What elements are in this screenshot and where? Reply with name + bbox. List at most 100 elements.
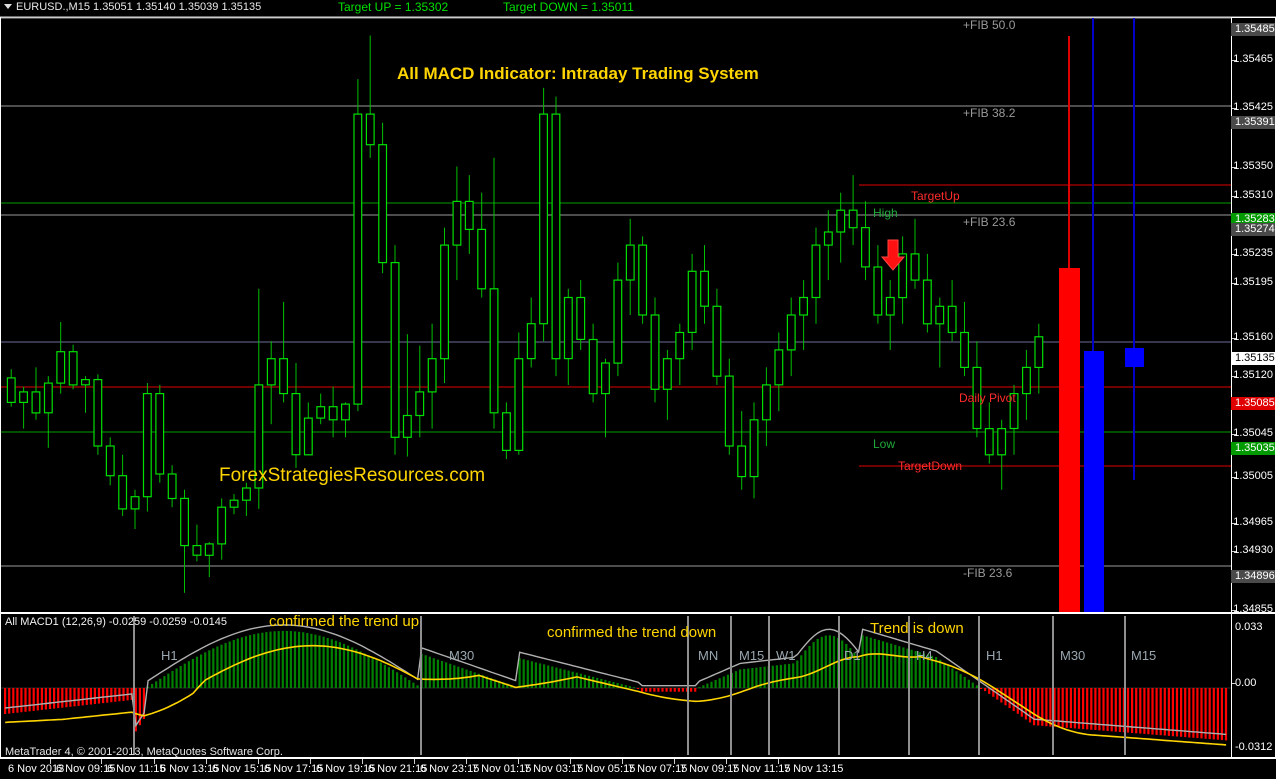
symbol-ohlc-label: EURUSD.,M15 1.35051 1.35140 1.35039 1.35…: [16, 1, 262, 13]
price-tick-label: 1.35160: [1233, 331, 1273, 343]
time-tick-label: 6 Nov 19:15: [316, 763, 376, 775]
price-tick-label: 1.35045: [1233, 427, 1273, 439]
axis-notch: [466, 759, 467, 764]
axis-notch: [154, 759, 155, 764]
indicator-tick-label: 0.033: [1235, 621, 1263, 633]
fib-level-label: -FIB 23.6: [963, 566, 1013, 580]
axis-tick-mark: [1232, 196, 1236, 197]
fib-level-label: +FIB 23.6: [963, 215, 1016, 229]
time-tick-label: 6 Nov 15:15: [212, 763, 272, 775]
price-tick-label: 1.35120: [1233, 369, 1273, 381]
price-highlight-label: 1.35485: [1231, 23, 1275, 36]
price-highlight-label: 1.35274: [1231, 223, 1275, 236]
timeframe-marker-label: H4: [916, 648, 933, 663]
time-tick-label: 6 Nov 09:15: [56, 763, 116, 775]
axis-tick-mark: [1232, 338, 1236, 339]
price-axis[interactable]: 1.35465 1.35425 1.35350 1.35310 1.35235 1.351…: [1231, 17, 1276, 615]
price-tick-label: 1.35425: [1233, 101, 1273, 113]
axis-notch: [518, 759, 519, 764]
time-axis[interactable]: 6 Nov 2013 6 Nov 09:15 6 Nov 11:15 6 Nov 13…: [0, 758, 1276, 779]
timeframe-separators: [133, 616, 1126, 755]
trend-annotation-label: confirmed the trend down: [547, 624, 717, 641]
axis-tick-mark: [1232, 376, 1236, 377]
trend-annotation-label: confirmed the trend up: [269, 613, 420, 630]
axis-tick-mark: [1232, 283, 1236, 284]
trend-annotation-label: Trend is down: [870, 620, 964, 637]
axis-notch: [362, 759, 363, 764]
axis-tick-mark: [1232, 683, 1236, 684]
price-tick-label: 1.35350: [1233, 160, 1273, 172]
projection-bars: [1059, 18, 1144, 612]
time-tick-label: 6 Nov 13:15: [160, 763, 220, 775]
axis-tick-mark: [1232, 551, 1236, 552]
price-highlight-label: 1.35135: [1231, 352, 1275, 365]
axis-notch: [622, 759, 623, 764]
indicator-axis[interactable]: 0.033 0.00 -0.0312: [1232, 613, 1276, 758]
axis-tick-mark: [1232, 610, 1236, 611]
copyright-label: MetaTrader 4, © 2001-2013, MetaQuotes So…: [5, 746, 283, 758]
axis-notch: [50, 759, 51, 764]
time-tick-label: 7 Nov 09:15: [680, 763, 740, 775]
time-tick-label: 7 Nov 13:15: [784, 763, 844, 775]
price-chart-pane[interactable]: +FIB 50.0 +FIB 38.2 +FIB 23.6 -FIB 23.6 Tar…: [0, 17, 1232, 613]
price-tick-label: 1.34965: [1233, 516, 1273, 528]
axis-tick-mark: [1232, 523, 1236, 524]
axis-notch: [258, 759, 259, 764]
price-tick-label: 1.35235: [1233, 247, 1273, 259]
time-tick-label: 6 Nov 23:15: [420, 763, 480, 775]
axis-tick-mark: [1232, 60, 1236, 61]
indicator-tick-label: -0.0312: [1235, 741, 1273, 753]
axis-notch: [310, 759, 311, 764]
time-tick-label: 7 Nov 11:15: [732, 763, 791, 775]
axis-tick-mark: [1232, 254, 1236, 255]
axis-notch: [726, 759, 727, 764]
timeframe-marker-label: MN: [698, 648, 719, 663]
price-level-label: High: [873, 206, 898, 220]
axis-notch: [101, 759, 102, 764]
price-highlight-label: 1.34896: [1231, 570, 1275, 583]
macd-signal-line: [5, 644, 1227, 746]
time-tick-label: 6 Nov 21:15: [368, 763, 428, 775]
indicator-header-label: All MACD1 (12,26,9) -0.0259 -0.0259 -0.0…: [5, 616, 227, 628]
price-level-label: Low: [873, 437, 896, 451]
timeframe-marker-label: D1: [844, 648, 861, 663]
target-up-label: Target UP = 1.35302: [338, 0, 449, 14]
chevron-down-icon[interactable]: [4, 4, 12, 9]
time-tick-label: 7 Nov 01:15: [472, 763, 532, 775]
price-level-label: Daily Pivot: [959, 391, 1016, 405]
axis-notch: [414, 759, 415, 764]
fib-level-label: +FIB 50.0: [963, 18, 1016, 32]
macd-main-line: [5, 624, 1227, 736]
price-highlight-label: 1.35283: [1231, 213, 1275, 226]
macd-canvas: [1, 616, 1231, 755]
axis-tick-mark: [1232, 108, 1236, 109]
axis-notch: [206, 759, 207, 764]
price-level-label: TargetUp: [911, 189, 960, 203]
price-tick-label: 1.35310: [1233, 189, 1273, 201]
price-highlight-label: 1.35391: [1231, 116, 1275, 129]
timeframe-marker-label: M15: [1131, 648, 1157, 663]
watermark-label: ForexStrategiesResources.com: [219, 465, 486, 486]
candlestick-series: [6, 35, 1044, 593]
time-tick-label: 6 Nov 11:15: [107, 763, 166, 775]
fib-level-label: +FIB 38.2: [963, 106, 1016, 120]
target-down-label: Target DOWN = 1.35011: [503, 0, 634, 14]
timeframe-marker-label: M30: [1060, 648, 1086, 663]
time-tick-label: 7 Nov 03:15: [524, 763, 584, 775]
axis-tick-mark: [1232, 167, 1236, 168]
timeframe-marker-label: H1: [986, 648, 1003, 663]
price-tick-label: 1.35005: [1233, 470, 1273, 482]
price-tick-label: 1.34930: [1233, 544, 1273, 556]
axis-tick-mark: [1232, 434, 1236, 435]
price-highlight-label: 1.35035: [1231, 442, 1275, 455]
timeframe-marker-label: H1: [161, 648, 178, 663]
timeframe-marker-label: W1: [776, 648, 796, 663]
macd-indicator-pane[interactable]: H1 M30 MN M15 W1 D1 H4 H1 M30 M15 confirmed the t…: [0, 613, 1232, 758]
price-highlight-label: 1.35085: [1231, 397, 1275, 410]
axis-tick-mark: [1232, 477, 1236, 478]
axis-notch: [674, 759, 675, 764]
axis-notch: [778, 759, 779, 764]
price-chart-canvas: [1, 17, 1231, 612]
time-tick-label: 7 Nov 05:15: [576, 763, 636, 775]
